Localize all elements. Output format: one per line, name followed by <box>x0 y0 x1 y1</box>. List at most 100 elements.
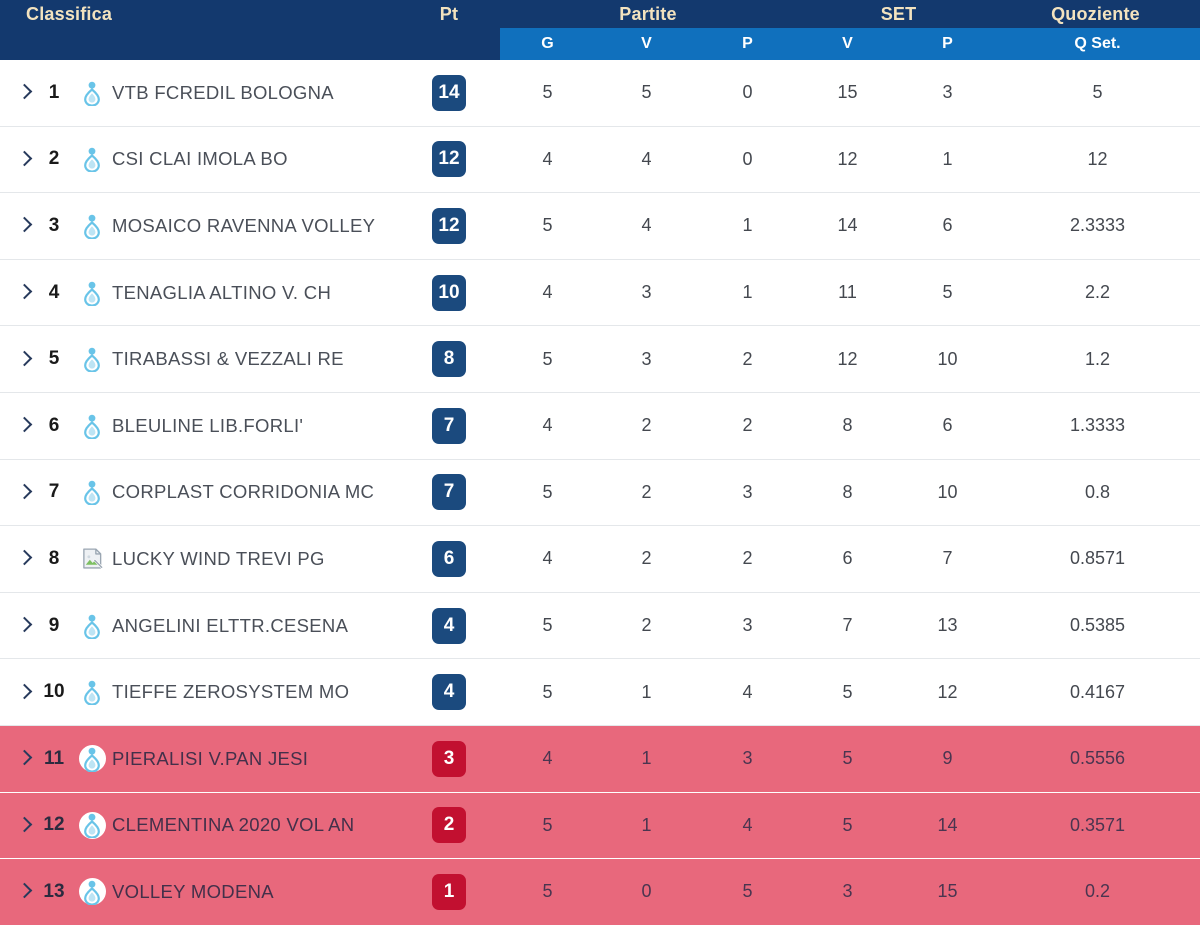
row-team-name[interactable]: ANGELINI ELTTR.CESENA <box>112 614 349 636</box>
header-col-set-p: P <box>942 35 953 52</box>
row-team-logo <box>76 326 108 392</box>
row-matches-played: 4 <box>542 548 553 569</box>
row-set-quotient: 12 <box>1087 148 1108 169</box>
table-row[interactable]: 4 TENAGLIA ALTINO V. CH 10 4 3 1 11 5 2.2 <box>0 259 1200 327</box>
row-team-name[interactable]: BLEULINE LIB.FORLI' <box>112 414 304 436</box>
row-team-name[interactable]: VOLLEY MODENA <box>112 880 274 902</box>
header-col-partite-v: V <box>641 35 652 52</box>
points-badge: 2 <box>432 807 466 844</box>
row-team-logo <box>76 859 108 925</box>
row-sets-won: 7 <box>842 615 853 636</box>
row-team-logo <box>76 593 108 659</box>
row-matches-won: 4 <box>641 215 652 236</box>
row-team-logo <box>76 60 108 126</box>
expand-row-button[interactable] <box>8 859 38 925</box>
table-row[interactable]: 10 TIEFFE ZEROSYSTEM MO 4 5 1 4 5 12 0.4167 <box>0 659 1200 726</box>
team-logo-icon <box>80 413 104 439</box>
points-badge: 8 <box>432 341 466 378</box>
expand-row-button[interactable] <box>8 60 38 126</box>
row-rank: 9 <box>48 614 60 636</box>
table-row[interactable]: 12 CLEMENTINA 2020 VOL AN 2 5 1 4 5 14 0.3571 <box>0 792 1200 860</box>
chevron-right-icon <box>18 616 29 635</box>
row-team-name[interactable]: VTB FCREDIL BOLOGNA <box>112 81 334 103</box>
row-rank: 10 <box>43 681 65 703</box>
row-team-name[interactable]: CLEMENTINA 2020 VOL AN <box>112 814 355 836</box>
row-team-name[interactable]: TIEFFE ZEROSYSTEM MO <box>112 681 350 703</box>
expand-row-button[interactable] <box>8 393 38 459</box>
expand-row-button[interactable] <box>8 460 38 526</box>
chevron-right-icon <box>18 216 29 235</box>
row-points: 3 <box>418 726 480 792</box>
table-row[interactable]: 9 ANGELINI ELTTR.CESENA 4 5 2 3 7 13 0.5385 <box>0 592 1200 660</box>
expand-row-button[interactable] <box>8 793 38 859</box>
team-logo-icon <box>80 613 104 639</box>
row-sets-won: 8 <box>842 415 853 436</box>
table-row[interactable]: 5 TIRABASSI & VEZZALI RE 8 5 3 2 12 10 1.2 <box>0 326 1200 393</box>
row-rank: 11 <box>43 747 65 769</box>
row-sets-lost: 13 <box>937 615 958 636</box>
row-matches-lost: 2 <box>742 415 753 436</box>
row-matches-won: 2 <box>641 415 652 436</box>
table-row[interactable]: 3 MOSAICO RAVENNA VOLLEY 12 5 4 1 14 6 2.3333 <box>0 193 1200 260</box>
expand-row-button[interactable] <box>8 593 38 659</box>
row-points: 1 <box>418 859 480 925</box>
chevron-right-icon <box>18 816 29 835</box>
points-badge: 4 <box>432 674 466 711</box>
expand-row-button[interactable] <box>8 326 38 392</box>
row-sets-lost: 10 <box>937 348 958 369</box>
expand-row-button[interactable] <box>8 526 38 592</box>
expand-row-button[interactable] <box>8 193 38 259</box>
broken-image-icon <box>81 547 104 570</box>
row-set-quotient: 0.8571 <box>1069 548 1126 569</box>
expand-row-button[interactable] <box>8 260 38 326</box>
row-matches-played: 4 <box>542 148 553 169</box>
row-matches-played: 4 <box>542 415 553 436</box>
row-team-name[interactable]: LUCKY WIND TREVI PG <box>112 547 325 569</box>
table-row[interactable]: 8 LUCKY WIND TREVI PG 6 4 2 2 6 7 0.8571 <box>0 526 1200 593</box>
table-row[interactable]: 7 CORPLAST CORRIDONIA MC 7 5 2 3 8 10 0.8 <box>0 459 1200 527</box>
row-team-name[interactable]: PIERALISI V.PAN JESI <box>112 747 309 769</box>
row-points: 4 <box>418 659 480 725</box>
row-points: 7 <box>418 460 480 526</box>
table-row[interactable]: 11 PIERALISI V.PAN JESI 3 4 1 3 5 9 0.5556 <box>0 725 1200 793</box>
points-badge: 1 <box>432 873 466 910</box>
table-row[interactable]: 2 CSI CLAI IMOLA BO 12 4 4 0 12 1 12 <box>0 126 1200 194</box>
chevron-right-icon <box>18 549 29 568</box>
row-team-name[interactable]: MOSAICO RAVENNA VOLLEY <box>112 214 376 236</box>
row-team-name[interactable]: TENAGLIA ALTINO V. CH <box>112 281 332 303</box>
row-sets-lost: 1 <box>942 148 953 169</box>
row-team-name[interactable]: CSI CLAI IMOLA BO <box>112 148 288 170</box>
row-team-logo <box>76 193 108 259</box>
row-sets-won: 12 <box>837 148 858 169</box>
header-classifica: Classifica <box>26 4 113 24</box>
row-matches-won: 1 <box>641 814 652 835</box>
expand-row-button[interactable] <box>8 659 38 725</box>
header-col-g: G <box>541 35 554 52</box>
row-matches-lost: 2 <box>742 348 753 369</box>
team-logo-icon <box>80 146 104 173</box>
row-set-quotient: 0.4167 <box>1069 681 1126 702</box>
table-row[interactable]: 6 BLEULINE LIB.FORLI' 7 4 2 2 8 6 1.3333 <box>0 392 1200 460</box>
row-team-name[interactable]: CORPLAST CORRIDONIA MC <box>112 481 375 503</box>
row-team-name[interactable]: TIRABASSI & VEZZALI RE <box>112 348 344 370</box>
row-team-logo <box>76 127 108 193</box>
points-badge: 3 <box>432 740 466 777</box>
row-set-quotient: 2.3333 <box>1069 215 1126 236</box>
header-partite: Partite <box>619 4 677 24</box>
row-matches-lost: 2 <box>742 548 753 569</box>
chevron-right-icon <box>18 683 29 702</box>
row-sets-lost: 10 <box>937 481 958 502</box>
expand-row-button[interactable] <box>8 127 38 193</box>
header-col-qset: Q Set. <box>1074 35 1121 52</box>
chevron-right-icon <box>18 150 29 169</box>
row-matches-won: 0 <box>641 881 652 902</box>
points-badge: 14 <box>432 74 466 111</box>
header-quoziente: Quoziente <box>1051 4 1140 24</box>
table-row[interactable]: 13 VOLLEY MODENA 1 5 0 5 3 15 0.2 <box>0 859 1200 926</box>
row-matches-played: 5 <box>542 615 553 636</box>
row-points: 6 <box>418 526 480 592</box>
row-set-quotient: 0.2 <box>1084 881 1111 902</box>
chevron-right-icon <box>18 882 29 901</box>
expand-row-button[interactable] <box>8 726 38 792</box>
table-row[interactable]: 1 VTB FCREDIL BOLOGNA 14 5 5 0 15 3 5 <box>0 60 1200 127</box>
